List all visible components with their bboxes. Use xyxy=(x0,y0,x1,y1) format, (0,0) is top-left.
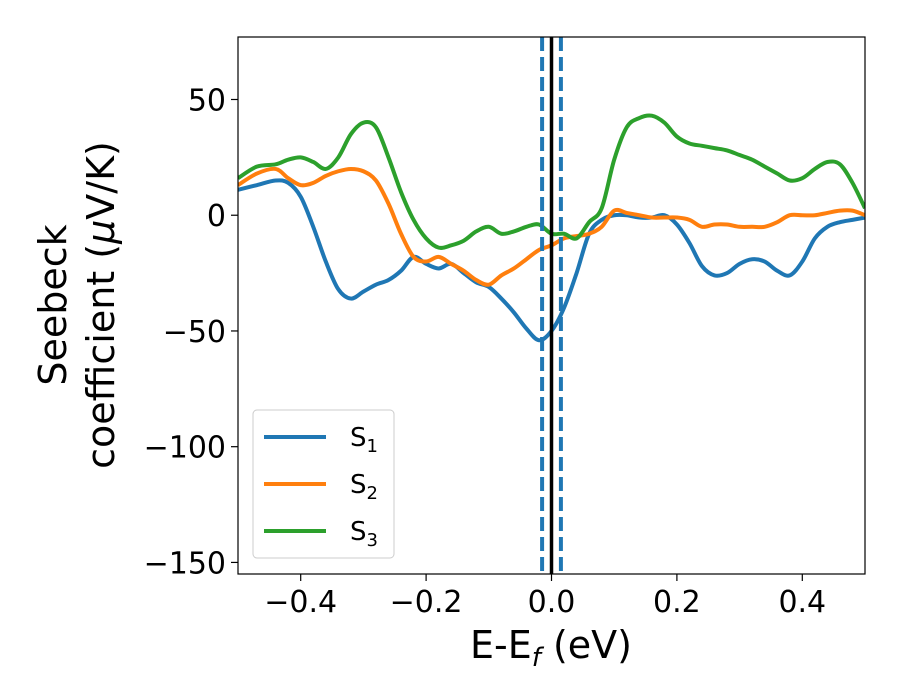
legend-label: S3 xyxy=(350,517,378,551)
y-tick-label: −150 xyxy=(144,546,226,581)
legend-entry-s2: S2 xyxy=(264,470,378,504)
y-ticks: −150 −100 −50 0 50 xyxy=(144,83,238,581)
y-tick-label: 50 xyxy=(188,83,226,118)
y-axis-title-line1: Seebeck xyxy=(31,224,75,385)
x-axis-title: E-Ef (eV) xyxy=(470,623,632,673)
x-tick-label: 0.0 xyxy=(528,585,576,620)
x-tick-label: 0.2 xyxy=(653,585,701,620)
series-line-s2 xyxy=(238,166,865,287)
x-tick-label: 0.4 xyxy=(778,585,826,620)
legend-label: S2 xyxy=(350,470,378,504)
y-tick-label: 0 xyxy=(207,199,226,234)
series-line-s3 xyxy=(238,113,865,250)
legend-entry-s1: S1 xyxy=(264,423,378,457)
y-axis-title-line2: coefficient (μV/K) xyxy=(79,141,123,469)
legend-label: S1 xyxy=(350,423,378,457)
series-layer xyxy=(238,113,865,343)
x-ticks: −0.4 −0.2 0.0 0.2 0.4 xyxy=(264,574,826,620)
vline-layer xyxy=(540,37,563,574)
y-axis-title: Seebeck coefficient (μV/K) xyxy=(31,141,123,469)
y-tick-label: −100 xyxy=(144,431,226,466)
series-line-s1 xyxy=(238,178,865,343)
x-tick-label: −0.4 xyxy=(264,585,337,620)
y-tick-label: −50 xyxy=(163,315,226,350)
legend: S1 S2 S3 xyxy=(252,409,395,559)
legend-entry-s3: S3 xyxy=(264,517,378,551)
x-tick-label: −0.2 xyxy=(390,585,463,620)
